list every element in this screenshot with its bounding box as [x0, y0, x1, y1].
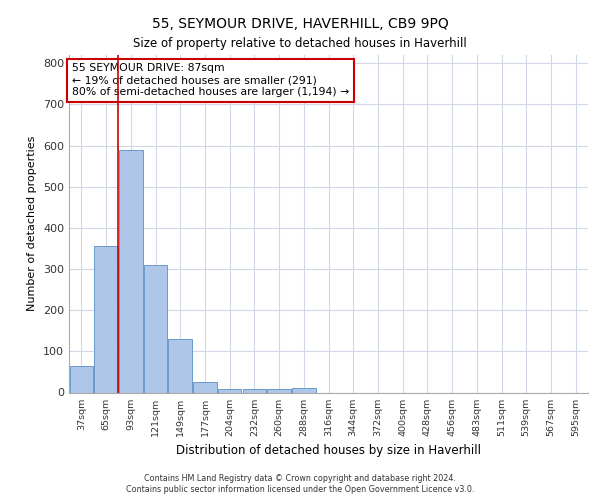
Text: 55 SEYMOUR DRIVE: 87sqm
← 19% of detached houses are smaller (291)
80% of semi-d: 55 SEYMOUR DRIVE: 87sqm ← 19% of detache…: [71, 64, 349, 96]
Bar: [119, 150, 143, 392]
Bar: [144, 265, 167, 392]
X-axis label: Distribution of detached houses by size in Haverhill: Distribution of detached houses by size …: [176, 444, 481, 457]
Bar: [268, 389, 291, 392]
Bar: [169, 339, 192, 392]
Bar: [193, 382, 217, 392]
Bar: [218, 389, 241, 392]
Bar: [242, 389, 266, 392]
Text: Size of property relative to detached houses in Haverhill: Size of property relative to detached ho…: [133, 38, 467, 51]
Text: Contains HM Land Registry data © Crown copyright and database right 2024.
Contai: Contains HM Land Registry data © Crown c…: [126, 474, 474, 494]
Bar: [70, 366, 93, 392]
Bar: [94, 246, 118, 392]
Text: 55, SEYMOUR DRIVE, HAVERHILL, CB9 9PQ: 55, SEYMOUR DRIVE, HAVERHILL, CB9 9PQ: [152, 18, 448, 32]
Y-axis label: Number of detached properties: Number of detached properties: [28, 136, 37, 312]
Bar: [292, 388, 316, 392]
